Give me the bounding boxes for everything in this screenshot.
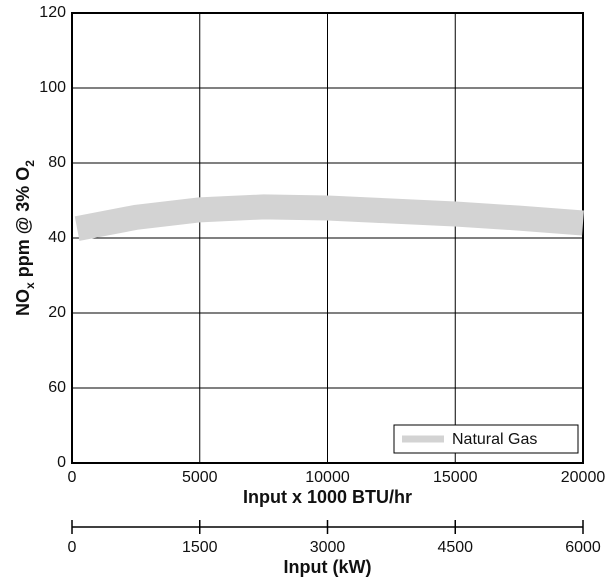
y-tick-label: 60: [48, 379, 66, 396]
x-axis-title: Input x 1000 BTU/hr: [243, 487, 412, 507]
x2-tick-label: 4500: [437, 539, 473, 556]
x2-tick-label: 0: [68, 539, 77, 556]
y-tick-label: 80: [48, 154, 66, 171]
y-axis-title-part: x: [23, 282, 37, 289]
x-tick-label: 10000: [305, 469, 350, 486]
x-tick-label: 20000: [561, 469, 606, 486]
y-tick-label: 120: [39, 4, 66, 21]
y-axis-title-part: NO: [13, 289, 33, 316]
x-tick-label: 15000: [433, 469, 478, 486]
series-band: [74, 194, 584, 241]
y-tick-label: 20: [48, 304, 66, 321]
y-tick-label: 40: [48, 229, 66, 246]
x2-tick-label: 1500: [182, 539, 218, 556]
x-tick-label: 5000: [182, 469, 218, 486]
y-tick-label: 0: [57, 454, 66, 471]
legend-label: Natural Gas: [452, 431, 537, 448]
y-tick-label: 100: [39, 79, 66, 96]
x-tick-label: 0: [68, 469, 77, 486]
x2-axis-title: Input (kW): [284, 557, 372, 577]
y-axis-title-part: ppm @ 3% O: [13, 167, 33, 283]
x2-tick-label: 3000: [310, 539, 346, 556]
y-axis-title: NOx ppm @ 3% O2: [13, 160, 37, 316]
y-axis-title-part: 2: [23, 160, 37, 167]
plot-frame: [71, 12, 584, 464]
x2-tick-label: 6000: [565, 539, 601, 556]
